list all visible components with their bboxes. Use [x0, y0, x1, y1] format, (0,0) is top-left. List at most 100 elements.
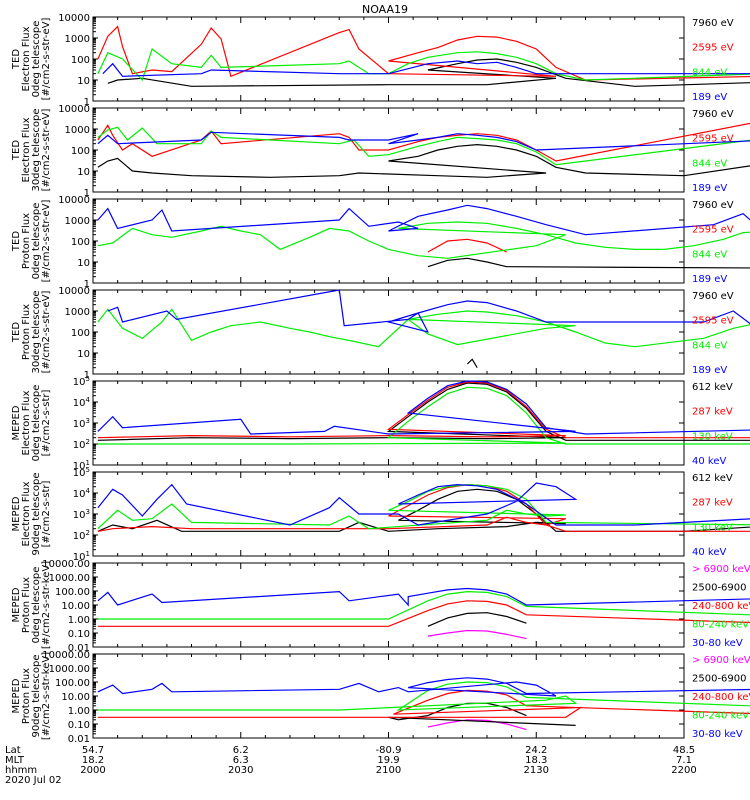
series-line [97, 482, 750, 526]
y-tick-label: 10000 [58, 104, 90, 115]
y-axis-label-line: TED [11, 49, 22, 70]
legend-entry: 130 keV [692, 431, 733, 442]
y-tick-label: 1000 [65, 125, 90, 136]
panel-ted-e-0: 1 10 100 1000 10000 TED Electron Flux 0deg tele… [11, 13, 750, 108]
series-line [97, 681, 750, 711]
series-line [97, 308, 750, 348]
legend-entry: 287 keV [692, 498, 733, 509]
legend-entry: > 6900 keV [692, 655, 750, 666]
series-line [97, 131, 750, 151]
x-tick-mlt: 19.9 [377, 755, 399, 766]
y-axis-label-line: 90deg telescope [31, 654, 42, 737]
y-tick-label: 103 [73, 508, 90, 521]
series-line [466, 358, 478, 369]
y-axis-label: MEPED Electron Flux 90deg telescope [#/cm2-… [11, 472, 52, 555]
y-tick-label: 100 [71, 328, 90, 339]
panel-frame [92, 16, 685, 102]
series-line [97, 122, 750, 162]
chart-title: NOAA19 [362, 3, 408, 16]
y-tick-label: 10 [77, 349, 90, 360]
x-tick-lat: -80.9 [376, 745, 402, 756]
y-tick-label: 100 [71, 146, 90, 157]
x-row-label: hhmm [5, 765, 37, 776]
y-tick-label: 1000 [65, 34, 90, 45]
panel-frame [92, 653, 685, 739]
legend-entry: 40 keV [692, 456, 726, 467]
x-tick-mlt: 18.3 [525, 755, 547, 766]
y-axis-label-line: MEPED [11, 405, 22, 440]
y-tick-label: 10 [77, 167, 90, 178]
x-date-label: 2020 Jul 02 [5, 775, 62, 786]
series-line [97, 25, 750, 81]
legend-entry: 844 eV [692, 67, 727, 78]
y-tick-label: 0.01 [68, 734, 90, 745]
y-axis-label-line: 0deg telescope [31, 203, 42, 280]
y-axis-label: MEPED Electron Flux 0deg telescope [#/cm2-s… [11, 385, 52, 462]
legend-entry: 189 eV [692, 365, 727, 376]
series-line [97, 143, 750, 178]
y-tick-label: 1 [84, 279, 90, 290]
legend-entry: 844 eV [692, 340, 727, 351]
series-line [97, 221, 750, 259]
y-tick-label: 10000 [58, 195, 90, 206]
y-tick-label: 10000 [58, 286, 90, 297]
y-axis-label-line: 30deg telescope [31, 108, 42, 191]
panel-meped-p-90: 0.010.101.0010.00100.001000.0010000.00ME… [11, 650, 750, 745]
y-axis-label: TED Electron Flux 30deg telescope [#/cm2-s-… [11, 108, 52, 191]
y-axis-label-line: [#/cm2-s-str] [41, 389, 52, 456]
y-axis-label: TED Proton Flux 30deg telescope [#/cm2-s-st… [11, 290, 52, 373]
y-tick-label: 104 [73, 487, 91, 500]
y-axis-label-line: MEPED [11, 587, 22, 622]
y-axis-label: MEPED Proton Flux 90deg telescope [#/cm2-s-… [11, 652, 52, 740]
series-line [97, 386, 750, 445]
y-tick-label: 100.00 [55, 587, 90, 598]
x-tick-mlt: 6.3 [233, 755, 249, 766]
y-axis-label: MEPED Proton Flux 0deg telescope [#/cm2-s-s… [11, 561, 52, 649]
x-tick-lat: 54.7 [82, 745, 104, 756]
y-axis-label-line: Electron Flux [21, 390, 32, 455]
legend-entry: 287 keV [692, 407, 733, 418]
series-line [427, 238, 507, 253]
y-axis-label-line: TED [11, 140, 22, 161]
y-tick-label: 1000.00 [49, 664, 90, 675]
y-tick-label: 10000.00 [42, 559, 90, 570]
y-tick-label: 10 [77, 258, 90, 269]
series-line [107, 289, 750, 333]
y-tick-label: 1000.00 [49, 573, 90, 584]
series-line [97, 600, 750, 627]
y-axis-label-line: TED [11, 231, 22, 252]
y-tick-label: 0.10 [68, 629, 90, 640]
panel-frame [92, 198, 685, 284]
y-tick-label: 0.01 [68, 643, 90, 654]
legend-entry: 7960 eV [692, 291, 734, 302]
series-line [97, 382, 750, 441]
y-axis-label-line: 30deg telescope [31, 290, 42, 373]
panel-meped-p-0: 0.010.101.0010.00100.001000.0010000.00ME… [11, 559, 750, 654]
series-line [97, 483, 750, 532]
legend-entry: 7960 eV [692, 18, 734, 29]
y-axis-label-line: [#/cm2-s-str-eV] [41, 18, 52, 101]
x-tick-hhmm: 2030 [228, 765, 253, 776]
legend-entry: 2595 eV [692, 225, 734, 236]
y-tick-label: 1.00 [68, 706, 90, 717]
x-tick-hhmm: 2000 [80, 765, 105, 776]
y-axis-label-line: 0deg telescope [31, 567, 42, 644]
legend-entry: 2595 eV [692, 316, 734, 327]
series-line [97, 381, 750, 439]
series-line [97, 677, 750, 697]
legend-entry: 189 eV [692, 92, 727, 103]
x-tick-mlt: 18.2 [82, 755, 104, 766]
legend-entry: 844 eV [692, 158, 727, 169]
y-tick-label: 10 [77, 76, 90, 87]
legend-entry: 189 eV [692, 274, 727, 285]
legend-entry: 30-80 keV [692, 729, 743, 740]
x-tick-lat: 6.2 [233, 745, 249, 756]
y-axis-label-line: Proton Flux [21, 577, 32, 633]
panel-frame [92, 562, 685, 648]
y-axis-label-line: MEPED [11, 678, 22, 713]
x-tick-lat: 24.2 [525, 745, 547, 756]
y-tick-label: 104 [73, 396, 91, 409]
legend-entry: 130 keV [692, 522, 733, 533]
y-axis-label-line: Electron Flux [21, 481, 32, 546]
